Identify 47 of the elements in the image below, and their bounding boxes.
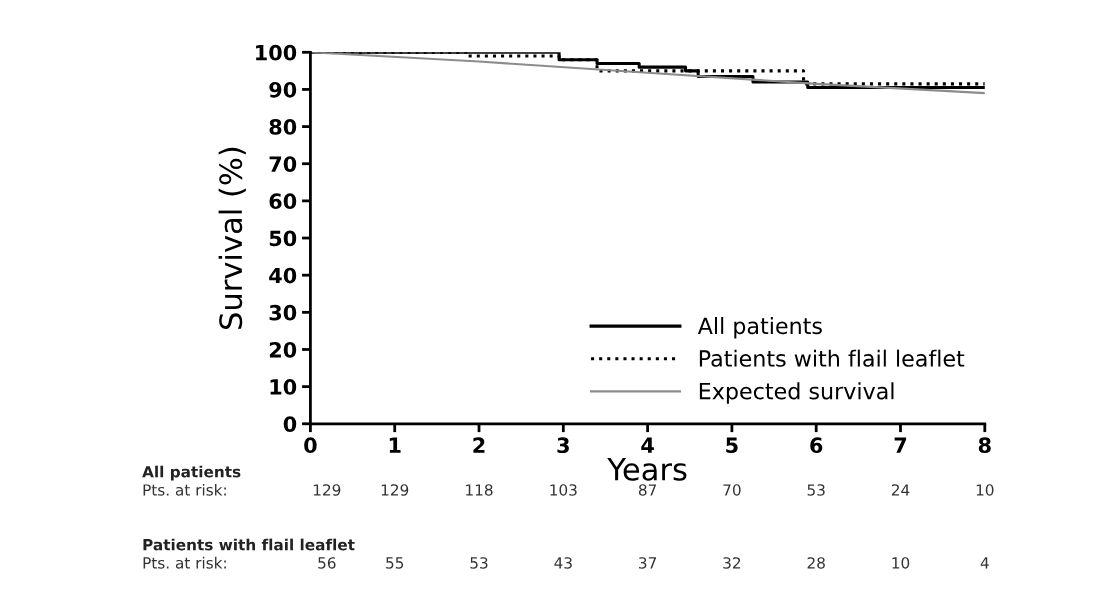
x-tick-label: 8 <box>978 437 991 454</box>
y-tick-label: 40 <box>269 267 297 284</box>
y-tick-label: 90 <box>269 81 297 98</box>
x-tick-label: 2 <box>473 437 485 453</box>
text: 129 <box>313 484 341 496</box>
text: Pts. at risk: <box>143 556 226 569</box>
legend-label: Patients with flail leaflet <box>699 349 965 367</box>
text: 118 <box>466 484 493 496</box>
text: 4 <box>980 557 989 569</box>
text: 103 <box>550 484 577 496</box>
y-tick-label: 100 <box>256 44 297 61</box>
y-tick-label: 10 <box>270 379 297 395</box>
text: 37 <box>639 557 657 569</box>
x-tick-label: 3 <box>557 437 569 454</box>
text: 53 <box>470 557 488 569</box>
x-tick-label: 4 <box>641 437 654 453</box>
text: 70 <box>723 484 741 496</box>
text: 10 <box>892 557 910 569</box>
text: Patients with flail leaflet <box>143 538 355 551</box>
x-axis-title: Years <box>607 458 687 481</box>
y-tick-label: 50 <box>269 230 297 247</box>
text: 87 <box>638 484 657 496</box>
y-tick-label: 70 <box>269 156 297 172</box>
x-tick-label: 6 <box>810 437 823 454</box>
text: 55 <box>386 557 404 569</box>
y-tick-label: 80 <box>269 119 297 135</box>
x-tick-label: 1 <box>389 437 401 453</box>
y-axis-title: Survival (%) <box>218 147 246 329</box>
y-tick-label: 20 <box>269 341 297 358</box>
text: 10 <box>976 484 994 496</box>
y-tick-label: 30 <box>269 304 297 321</box>
text: 28 <box>807 557 825 569</box>
text: All patients <box>142 465 241 481</box>
text: 43 <box>554 557 572 569</box>
y-tick-label: 60 <box>269 193 297 210</box>
legend-label: All patients <box>697 317 822 339</box>
x-tick-label: 0 <box>304 437 317 454</box>
text: 129 <box>381 484 409 496</box>
text: Pts. at risk: <box>143 483 226 496</box>
text: 56 <box>318 557 336 569</box>
x-tick-label: 5 <box>726 437 738 454</box>
text: 53 <box>807 484 825 496</box>
y-tick-label: 0 <box>283 416 297 432</box>
legend-label: Expected survival <box>699 382 894 404</box>
text: 32 <box>723 557 741 569</box>
x-tick-label: 7 <box>894 437 907 453</box>
text: 24 <box>891 484 910 496</box>
